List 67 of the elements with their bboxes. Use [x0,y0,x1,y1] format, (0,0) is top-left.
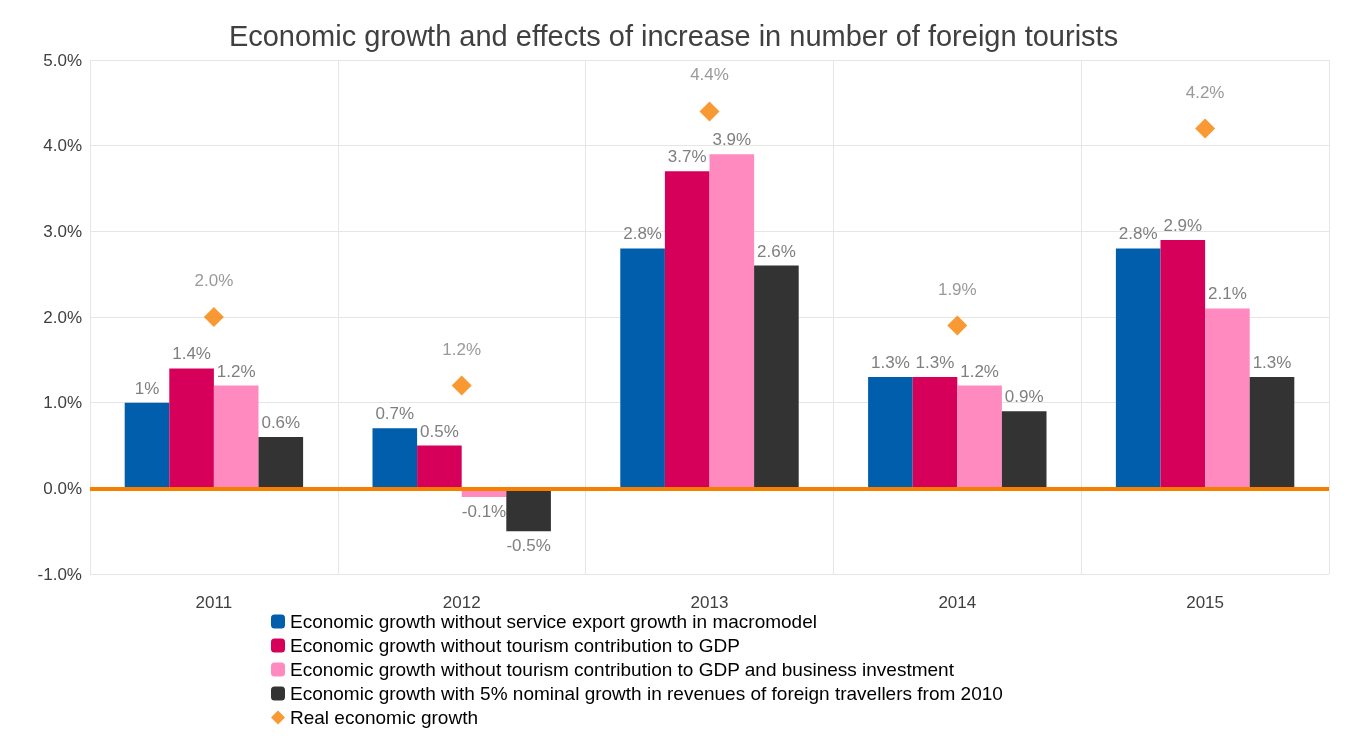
y-tick-label: -1.0% [37,564,82,584]
bar [258,436,304,489]
data-label: 3.7% [667,147,707,167]
data-label: 4.2% [1185,82,1225,102]
data-label: 3.9% [712,130,752,150]
bar [1115,248,1161,489]
x-tick-label: 2011 [195,593,233,612]
data-label: 2.1% [1208,284,1247,304]
point [947,315,968,336]
point [1195,118,1216,139]
data-label: 1.3% [915,352,955,372]
data-label: 1.2% [960,361,999,381]
data-label: 2.9% [1163,215,1203,235]
data-label: 0.9% [1004,387,1044,407]
data-label: 1.3% [1252,352,1292,372]
data-label: 2.0% [194,271,234,290]
bar [506,488,551,532]
bar [1249,376,1295,489]
data-label: 1% [134,378,160,398]
data-label: 1.4% [172,344,211,364]
data-label: 2.8% [623,224,662,244]
bar [1160,239,1206,489]
legend-label: Economic growth without service export growth in macromodel [290,611,817,632]
bar [213,385,259,489]
y-tick-label: 3.0% [43,221,82,241]
data-label: 1.9% [937,279,977,299]
bar [754,265,799,489]
data-label: 2.8% [1118,224,1158,244]
data-label: 4.4% [690,65,729,85]
bar [709,154,755,489]
point [699,101,720,122]
y-tick-label: 4.0% [43,136,82,156]
y-tick-label: 0.0% [43,478,82,498]
y-tick-label: 2.0% [43,307,82,327]
x-tick-label: 2015 [1186,593,1225,612]
bar [169,368,214,489]
point [203,307,224,327]
bar [1001,411,1047,489]
data-label: 1.3% [871,352,910,372]
legend-label: Economic growth without tourism contribution to GDP and business investment [290,659,955,680]
data-label: 1.2% [216,361,256,381]
y-tick-label: 1.0% [43,393,82,413]
legend-label: Real economic growth [290,707,478,728]
bar [417,445,462,489]
bar [664,171,710,489]
data-label: 1.2% [442,339,482,359]
bar [1205,308,1250,489]
bar [124,402,170,489]
x-tick-label: 2012 [442,593,481,612]
data-label: -0.1% [461,501,507,521]
data-label: 0.5% [420,421,459,441]
bar [372,428,418,489]
bar [620,248,665,489]
bar [912,376,958,489]
y-tick-label: 5.0% [43,50,82,70]
bar [957,385,1002,489]
data-label: 0.6% [261,412,301,432]
legend-label: Economic growth with 5% nominal growth in revenues of foreign travellers from 2010 [290,683,1003,704]
bar [868,376,913,489]
legend-label: Economic growth without tourism contribution to GDP [290,635,740,656]
chart-title: Economic growth and effects of increase in number of foreign tourists [228,19,1119,52]
data-label: 0.7% [375,404,415,424]
point [451,375,472,396]
data-label: 2.6% [757,241,796,261]
data-label: -0.5% [506,536,551,556]
x-tick-label: 2013 [690,593,729,612]
x-tick-label: 2014 [938,593,977,612]
